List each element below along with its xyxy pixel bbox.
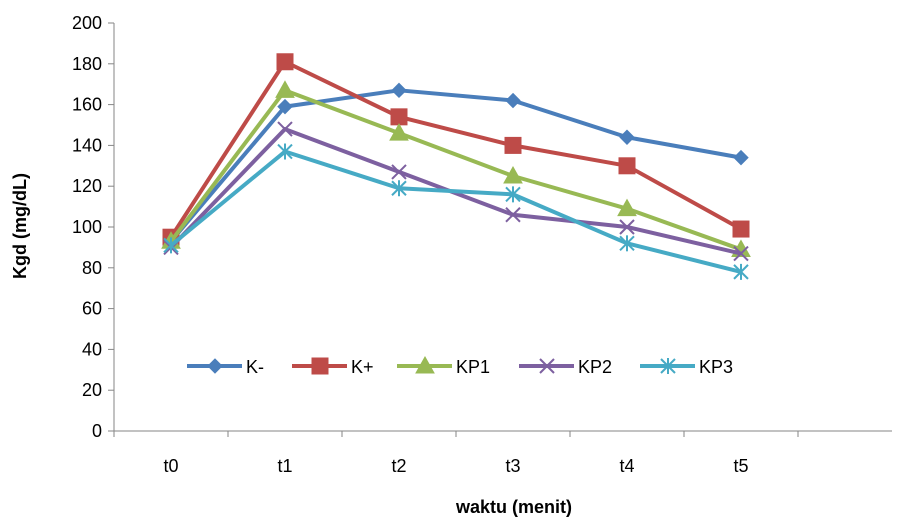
y-axis-title: Kgd (mg/dL)	[10, 173, 30, 279]
marker-diamond	[505, 92, 521, 109]
marker-square	[504, 136, 522, 154]
marker-triangle	[389, 123, 409, 141]
marker-x	[505, 207, 521, 223]
marker-asterisk	[163, 237, 179, 254]
series-kp3	[163, 143, 749, 280]
marker-triangle	[503, 165, 523, 184]
marker-x-stroke	[539, 358, 555, 374]
marker-diamond	[207, 358, 223, 374]
x-tick-label: t0	[163, 456, 178, 476]
marker-x-stroke	[277, 121, 293, 137]
y-tick-label: 0	[92, 421, 102, 441]
legend-item: KP1	[397, 355, 490, 377]
marker-triangle	[275, 80, 295, 98]
marker-asterisk	[619, 235, 635, 252]
marker-asterisk	[277, 143, 293, 160]
y-tick-label: 140	[72, 135, 102, 155]
marker-square	[618, 157, 636, 175]
y-tick-label: 100	[72, 217, 102, 237]
x-tick-label: t2	[391, 456, 406, 476]
series-line	[169, 127, 742, 256]
marker-square	[276, 53, 294, 71]
legend-item: K+	[292, 357, 374, 377]
x-tick-label: t1	[277, 456, 292, 476]
x-tick-labels: t0 t1 t2 t3 t4 t5	[163, 456, 748, 476]
x-tick-label: t3	[505, 456, 520, 476]
marker-square	[390, 108, 408, 126]
legend-item: K-	[187, 357, 264, 377]
marker-x-stroke	[619, 219, 635, 235]
x-tick-label: t5	[733, 456, 748, 476]
series-group	[161, 53, 751, 280]
series-line	[169, 59, 742, 239]
y-tick-labels: 0 20 40 60 80 100 120 140 160 180 200	[72, 13, 102, 441]
y-tick-label: 80	[82, 258, 102, 278]
marker-x	[619, 219, 635, 235]
series-kp2	[163, 121, 749, 262]
marker-diamond	[619, 129, 635, 145]
marker-x-stroke	[733, 245, 749, 262]
marker-x	[391, 164, 407, 180]
y-tick-label: 160	[72, 95, 102, 115]
series-line	[169, 88, 742, 252]
marker-triangle	[415, 355, 435, 374]
y-tick-label: 120	[72, 176, 102, 196]
series-line	[169, 149, 742, 274]
y-tick-label: 40	[82, 339, 102, 359]
legend-item: KP2	[519, 357, 612, 377]
legend-label: K+	[351, 357, 374, 377]
marker-asterisk	[391, 180, 407, 197]
y-tick-label: 200	[72, 13, 102, 33]
legend-label: K-	[246, 357, 264, 377]
marker-asterisk	[660, 358, 676, 374]
axes	[108, 22, 892, 437]
marker-x-stroke	[391, 164, 407, 180]
legend: K- K+ KP1 KP2 KP3	[187, 355, 733, 377]
x-tick-label: t4	[619, 456, 634, 476]
marker-asterisk	[733, 263, 749, 280]
x-axis-title: waktu (menit)	[455, 497, 572, 517]
marker-square	[311, 357, 329, 375]
series-kp1	[161, 80, 751, 257]
marker-x	[733, 245, 749, 262]
marker-square	[732, 220, 750, 238]
marker-triangle	[617, 198, 637, 217]
marker-x-stroke	[505, 207, 521, 223]
marker-x	[277, 121, 293, 137]
marker-diamond	[277, 98, 293, 115]
legend-label: KP1	[456, 357, 490, 377]
legend-item: KP3	[640, 357, 733, 377]
y-tick-label: 20	[82, 380, 102, 400]
legend-label: KP2	[578, 357, 612, 377]
marker-asterisk	[505, 186, 521, 203]
y-tick-label: 180	[72, 54, 102, 74]
legend-label: KP3	[699, 357, 733, 377]
marker-diamond	[391, 82, 407, 99]
marker-diamond	[733, 149, 749, 166]
marker-x	[539, 358, 555, 374]
y-tick-label: 60	[82, 299, 102, 319]
series-line	[169, 88, 742, 243]
